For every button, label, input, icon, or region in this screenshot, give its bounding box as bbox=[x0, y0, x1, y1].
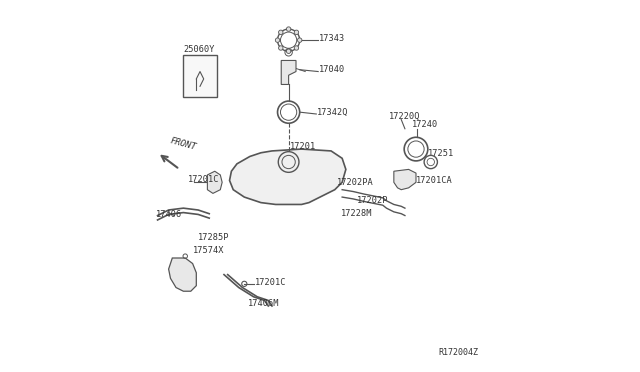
Text: 17285P: 17285P bbox=[198, 232, 230, 241]
Text: 17202PA: 17202PA bbox=[337, 178, 373, 187]
Text: 17343: 17343 bbox=[319, 34, 346, 43]
Circle shape bbox=[287, 49, 291, 54]
Text: 17201: 17201 bbox=[290, 142, 316, 151]
Circle shape bbox=[275, 38, 280, 42]
Circle shape bbox=[278, 46, 283, 50]
Text: 17202P: 17202P bbox=[357, 196, 388, 205]
Text: 17240: 17240 bbox=[412, 120, 438, 129]
Text: 17201CA: 17201CA bbox=[416, 176, 452, 185]
Text: 17040: 17040 bbox=[319, 65, 346, 74]
Text: R172004Z: R172004Z bbox=[438, 348, 479, 357]
Circle shape bbox=[278, 30, 283, 35]
Text: 17201C: 17201C bbox=[255, 278, 286, 286]
Polygon shape bbox=[168, 258, 196, 291]
Polygon shape bbox=[207, 171, 222, 193]
Text: FRONT: FRONT bbox=[170, 136, 198, 152]
Text: 17251: 17251 bbox=[428, 149, 454, 158]
Text: 17201C: 17201C bbox=[188, 174, 220, 183]
Text: 17406: 17406 bbox=[156, 211, 182, 219]
Text: 17406M: 17406M bbox=[248, 299, 280, 308]
Text: 17220Q: 17220Q bbox=[389, 112, 421, 121]
Text: 17228M: 17228M bbox=[340, 209, 372, 218]
Circle shape bbox=[287, 27, 291, 31]
Text: 25060Y: 25060Y bbox=[184, 45, 215, 54]
Text: 17574X: 17574X bbox=[193, 246, 224, 255]
Circle shape bbox=[294, 30, 299, 35]
Circle shape bbox=[294, 46, 299, 50]
FancyBboxPatch shape bbox=[184, 55, 216, 97]
Polygon shape bbox=[230, 149, 346, 205]
Polygon shape bbox=[394, 169, 416, 190]
Text: 17342Q: 17342Q bbox=[317, 108, 349, 117]
Polygon shape bbox=[281, 61, 296, 84]
Circle shape bbox=[298, 38, 302, 42]
